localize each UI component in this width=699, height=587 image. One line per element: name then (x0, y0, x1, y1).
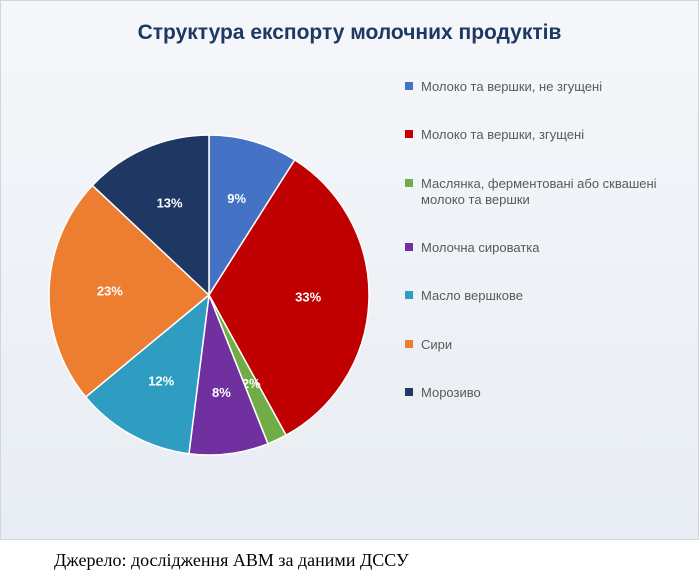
legend-item-3: Молочна сироватка (405, 240, 680, 256)
legend-label-3: Молочна сироватка (421, 240, 539, 256)
legend-label-0: Молоко та вершки, не згущені (421, 79, 602, 95)
legend: Молоко та вершки, не згущені Молоко та ве… (399, 69, 680, 521)
legend-item-0: Молоко та вершки, не згущені (405, 79, 680, 95)
pie-slice-label-1: 33% (295, 290, 321, 305)
legend-marker-3 (405, 243, 413, 251)
legend-item-1: Молоко та вершки, згущені (405, 127, 680, 143)
pie-slice-label-5: 23% (97, 283, 123, 298)
chart-container: Структура експорту молочних продуктів 9%… (0, 0, 699, 540)
chart-body: 9%33%2%8%12%23%13% Молоко та вершки, не … (19, 69, 680, 521)
chart-title: Структура експорту молочних продуктів (19, 21, 680, 45)
pie-area: 9%33%2%8%12%23%13% (19, 69, 399, 521)
legend-marker-0 (405, 82, 413, 90)
pie-slice-label-4: 12% (148, 373, 174, 388)
legend-label-1: Молоко та вершки, згущені (421, 127, 584, 143)
legend-marker-6 (405, 388, 413, 396)
source-line: Джерело: дослідження АВМ за даними ДССУ (0, 540, 699, 571)
pie-slice-label-3: 8% (212, 385, 231, 400)
legend-item-6: Морозиво (405, 385, 680, 401)
legend-label-5: Сири (421, 337, 452, 353)
legend-marker-1 (405, 130, 413, 138)
legend-label-2: Маслянка, ферментовані або сквашені моло… (421, 176, 680, 209)
legend-marker-4 (405, 291, 413, 299)
legend-item-5: Сири (405, 337, 680, 353)
pie-chart: 9%33%2%8%12%23%13% (29, 115, 389, 475)
legend-item-4: Масло вершкове (405, 288, 680, 304)
legend-marker-5 (405, 340, 413, 348)
pie-slice-label-6: 13% (157, 195, 183, 210)
legend-label-4: Масло вершкове (421, 288, 523, 304)
legend-item-2: Маслянка, ферментовані або сквашені моло… (405, 176, 680, 209)
pie-slice-label-0: 9% (227, 191, 246, 206)
legend-marker-2 (405, 179, 413, 187)
legend-label-6: Морозиво (421, 385, 481, 401)
